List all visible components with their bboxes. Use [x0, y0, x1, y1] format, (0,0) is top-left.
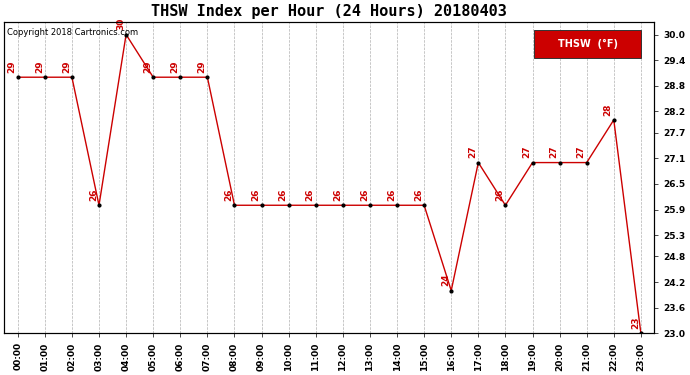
Text: 29: 29: [170, 60, 179, 73]
Text: THSW  (°F): THSW (°F): [558, 39, 618, 49]
FancyBboxPatch shape: [534, 30, 642, 57]
Text: 26: 26: [306, 189, 315, 201]
Text: 26: 26: [224, 189, 233, 201]
Text: 26: 26: [495, 189, 504, 201]
Text: 26: 26: [360, 189, 369, 201]
Text: 27: 27: [469, 146, 477, 158]
Text: 26: 26: [333, 189, 342, 201]
Text: 26: 26: [252, 189, 261, 201]
Text: 23: 23: [631, 316, 640, 329]
Text: 29: 29: [143, 60, 152, 73]
Title: THSW Index per Hour (24 Hours) 20180403: THSW Index per Hour (24 Hours) 20180403: [151, 4, 507, 19]
Text: 26: 26: [279, 189, 288, 201]
Text: 28: 28: [604, 103, 613, 116]
Text: 30: 30: [116, 18, 125, 30]
Text: 29: 29: [34, 60, 43, 73]
Text: 26: 26: [387, 189, 396, 201]
Text: 27: 27: [577, 146, 586, 158]
Text: 24: 24: [441, 274, 450, 286]
Text: 29: 29: [197, 60, 206, 73]
Text: Copyright 2018 Cartronics.com: Copyright 2018 Cartronics.com: [8, 28, 139, 37]
Text: 26: 26: [89, 189, 98, 201]
Text: 27: 27: [549, 146, 558, 158]
Text: 27: 27: [522, 146, 531, 158]
Text: 29: 29: [62, 60, 71, 73]
Text: 29: 29: [8, 60, 17, 73]
Text: 26: 26: [414, 189, 423, 201]
